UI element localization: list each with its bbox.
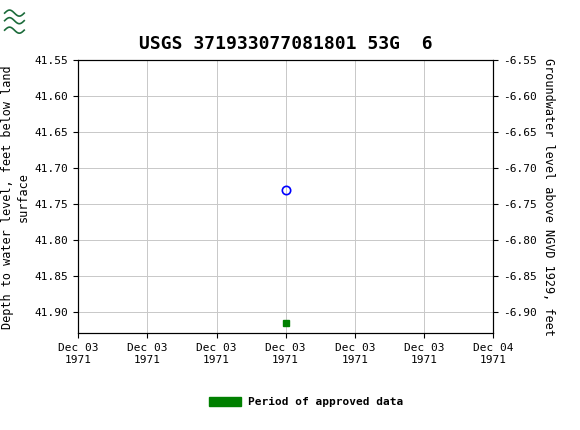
Y-axis label: Groundwater level above NGVD 1929, feet: Groundwater level above NGVD 1929, feet [542, 58, 555, 336]
Text: USGS: USGS [55, 14, 110, 31]
Y-axis label: Depth to water level, feet below land
surface: Depth to water level, feet below land su… [1, 65, 29, 329]
Text: Period of approved data: Period of approved data [248, 396, 403, 407]
Bar [5, 3, 48, 42]
Title: USGS 371933077081801 53G  6: USGS 371933077081801 53G 6 [139, 35, 433, 53]
